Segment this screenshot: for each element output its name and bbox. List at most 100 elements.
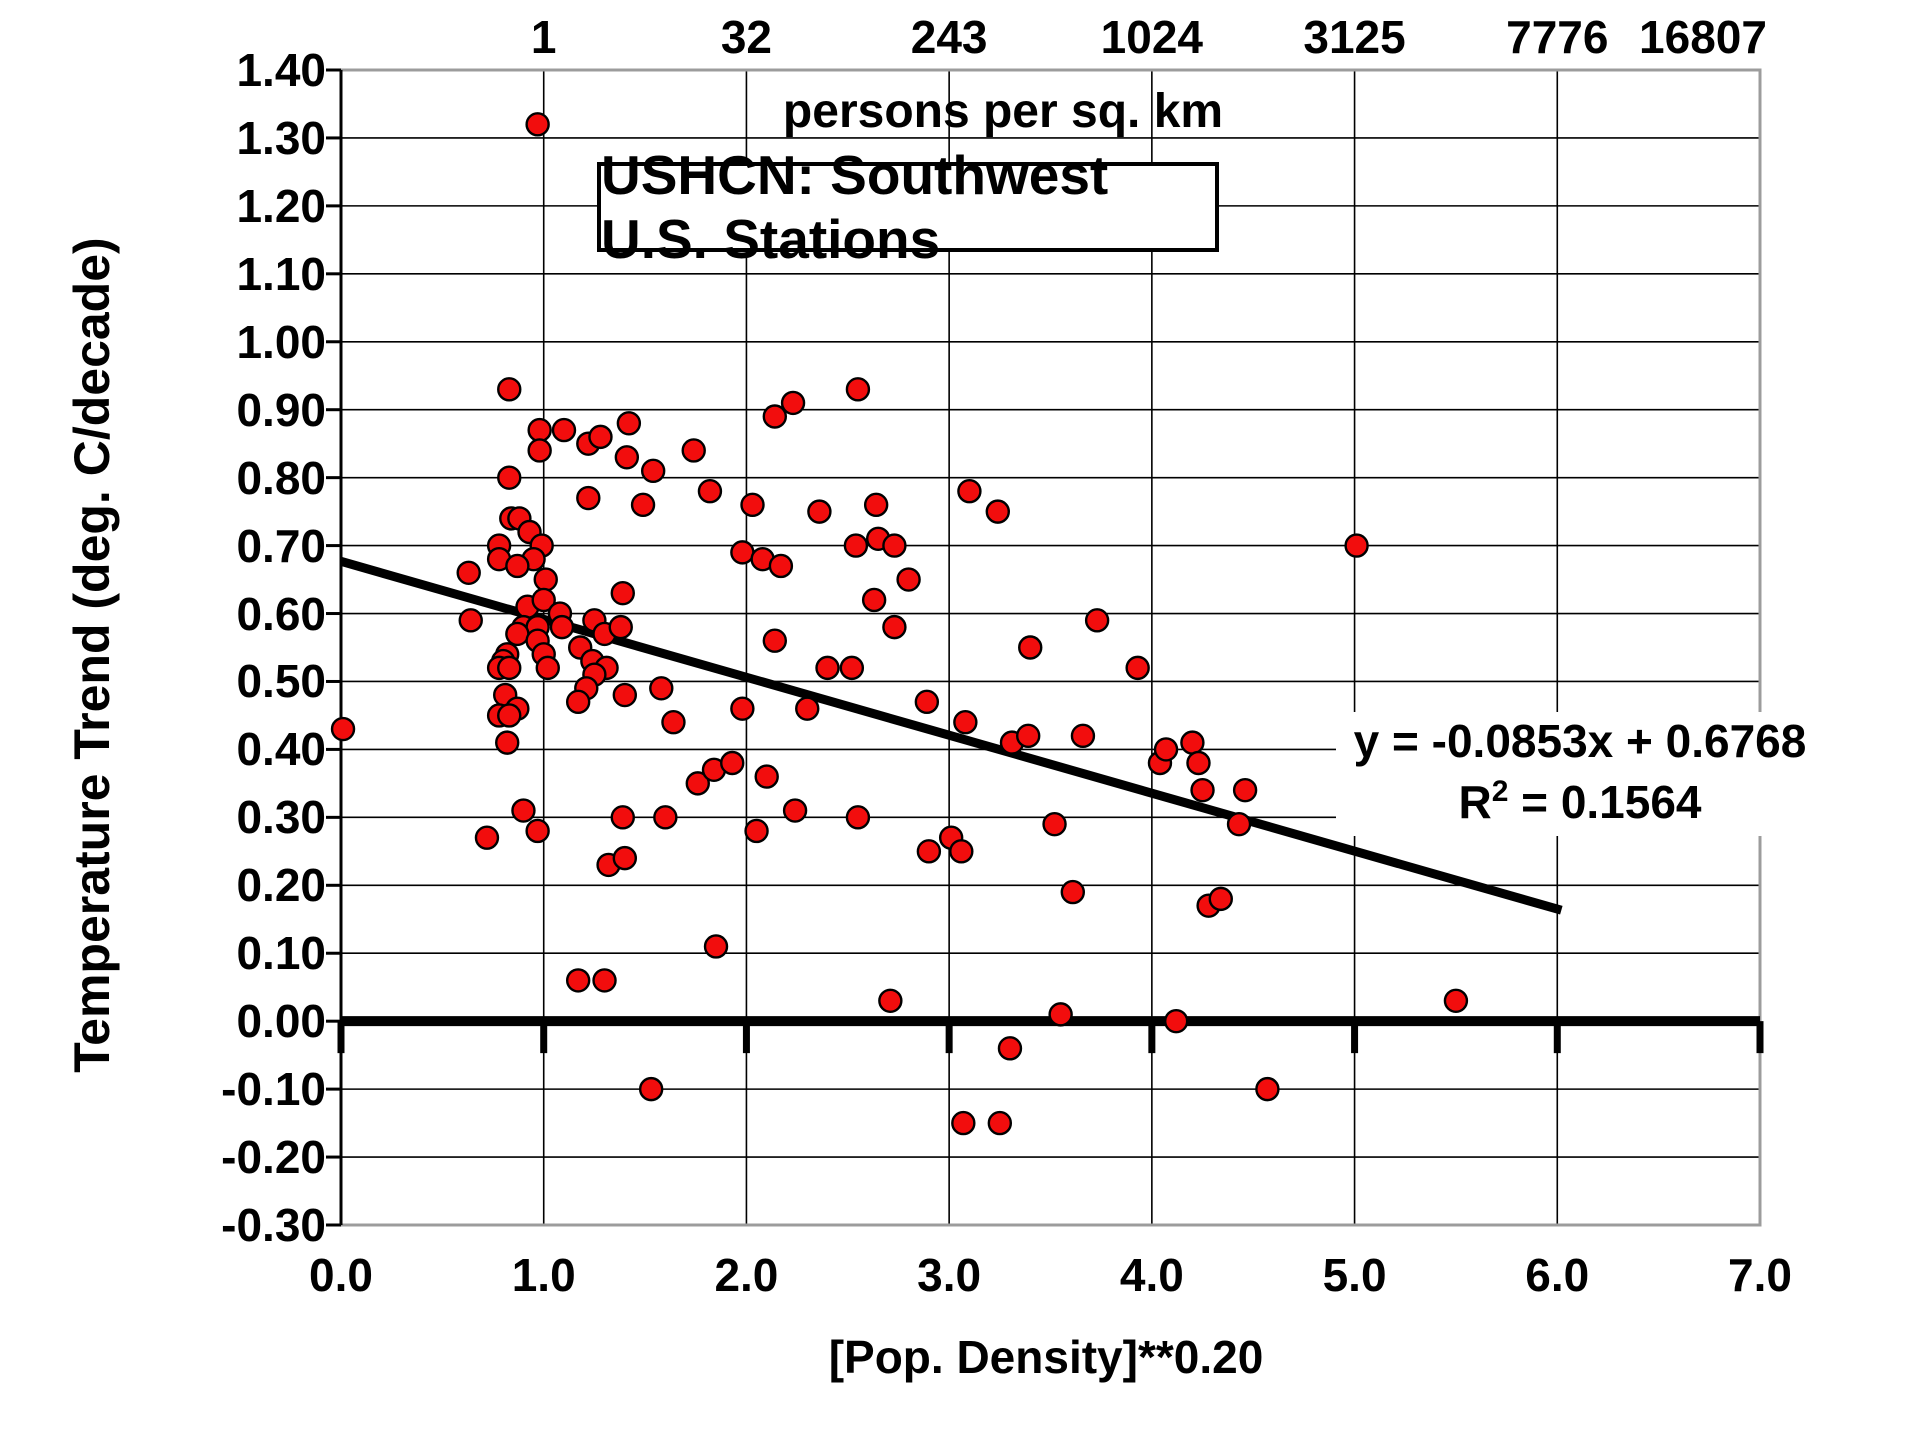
data-point xyxy=(744,818,769,844)
y-tick-label: 0.90 xyxy=(236,383,326,436)
data-point xyxy=(953,710,978,735)
y-tick-label: 0.70 xyxy=(236,519,326,572)
y-tick-label: 0.30 xyxy=(236,791,326,844)
data-point xyxy=(1016,723,1041,749)
top-tick-label: 1024 xyxy=(1100,11,1204,63)
data-point xyxy=(916,839,942,864)
y-tick-label: 0.60 xyxy=(236,587,326,640)
data-point xyxy=(616,411,642,436)
data-point xyxy=(762,628,788,653)
y-tick-label: 1.20 xyxy=(236,179,326,232)
data-point xyxy=(914,689,940,715)
top-axis-title: persons per sq. km xyxy=(782,85,1224,138)
top-tick-label: 3125 xyxy=(1303,11,1406,63)
data-point xyxy=(527,438,552,463)
data-point xyxy=(549,614,575,640)
data-point xyxy=(527,417,552,443)
data-point xyxy=(754,764,779,789)
data-point xyxy=(497,465,522,490)
data-point xyxy=(697,479,723,504)
data-point xyxy=(730,696,755,721)
data-point xyxy=(1048,1002,1073,1027)
data-point xyxy=(861,587,887,613)
data-point xyxy=(882,533,907,558)
data-point xyxy=(1180,730,1205,755)
data-point xyxy=(730,540,755,565)
data-point xyxy=(649,676,674,701)
x-axis-title: [Pop. Density]**0.20 xyxy=(828,1331,1264,1383)
data-point xyxy=(703,934,729,959)
data-point xyxy=(1344,533,1369,558)
x-tick-label: 5.0 xyxy=(1322,1249,1387,1301)
superscript-2: 2 xyxy=(1491,775,1509,808)
data-point xyxy=(782,798,808,823)
data-point xyxy=(505,553,530,579)
data-point xyxy=(882,614,907,640)
data-point xyxy=(551,417,577,443)
data-point xyxy=(957,479,982,504)
y-tick-label: 0.80 xyxy=(236,451,326,504)
data-point xyxy=(525,112,550,137)
y-tick-label: 0.20 xyxy=(236,859,326,912)
data-point xyxy=(610,805,635,830)
data-point xyxy=(1443,988,1469,1013)
trendline-equation: y = -0.0853x + 0.6768 xyxy=(1353,715,1807,767)
data-point xyxy=(495,730,520,755)
data-point xyxy=(505,621,530,647)
top-tick-label: 1 xyxy=(530,11,557,63)
data-point xyxy=(1163,1008,1189,1034)
data-point xyxy=(525,818,550,844)
data-point xyxy=(458,608,483,633)
top-tick-label: 32 xyxy=(720,11,772,63)
data-point xyxy=(1186,750,1211,776)
data-point xyxy=(612,682,637,708)
data-point xyxy=(653,805,678,830)
data-point xyxy=(535,655,560,681)
data-point xyxy=(640,458,666,484)
data-point xyxy=(565,968,591,993)
data-point xyxy=(1208,886,1233,912)
data-point xyxy=(612,845,637,871)
x-tick-label: 2.0 xyxy=(714,1249,779,1301)
y-tick-label: 1.30 xyxy=(236,111,326,164)
data-point xyxy=(330,716,356,742)
trendline-equation-box: y = -0.0853x + 0.6768 R2 = 0.1564 xyxy=(1336,712,1824,836)
data-point xyxy=(807,499,832,524)
chart-title-box: USHCN: Southwest U.S. Stations xyxy=(597,144,1219,270)
data-point xyxy=(985,499,1010,524)
data-point xyxy=(951,1110,976,1136)
data-point xyxy=(795,696,820,721)
data-point xyxy=(1232,777,1258,803)
x-tick-label: 4.0 xyxy=(1119,1249,1184,1301)
data-point xyxy=(533,567,558,592)
y-axis-title: Temperature Trend (deg. C/decade) xyxy=(64,237,120,1073)
data-point xyxy=(1226,811,1252,837)
x-tick-label: 0.0 xyxy=(309,1249,373,1301)
data-point xyxy=(768,553,794,579)
y-tick-label: -0.20 xyxy=(221,1131,326,1184)
x-tick-label: 3.0 xyxy=(917,1249,982,1301)
top-tick-label: 16807 xyxy=(1639,11,1767,63)
data-point xyxy=(1060,879,1085,905)
y-tick-label: 0.10 xyxy=(236,927,326,980)
y-tick-label: 1.40 xyxy=(236,44,326,96)
data-point xyxy=(896,567,921,592)
y-tick-label: 1.00 xyxy=(236,315,326,368)
data-point xyxy=(1018,635,1043,660)
top-tick-label: 243 xyxy=(910,11,988,63)
y-tick-label: -0.30 xyxy=(221,1199,326,1251)
data-point xyxy=(511,798,536,823)
data-point xyxy=(576,485,601,511)
data-point xyxy=(592,968,617,993)
data-point xyxy=(610,580,635,606)
data-point xyxy=(740,492,765,518)
x-tick-label: 1.0 xyxy=(511,1249,576,1301)
data-point xyxy=(1070,723,1096,749)
y-tick-label: 0.00 xyxy=(236,995,326,1048)
y-tick-label: 0.40 xyxy=(236,723,326,776)
top-tick-label: 7776 xyxy=(1506,11,1609,63)
data-point xyxy=(474,825,500,850)
chart-title: USHCN: Southwest U.S. Stations xyxy=(601,144,1109,270)
